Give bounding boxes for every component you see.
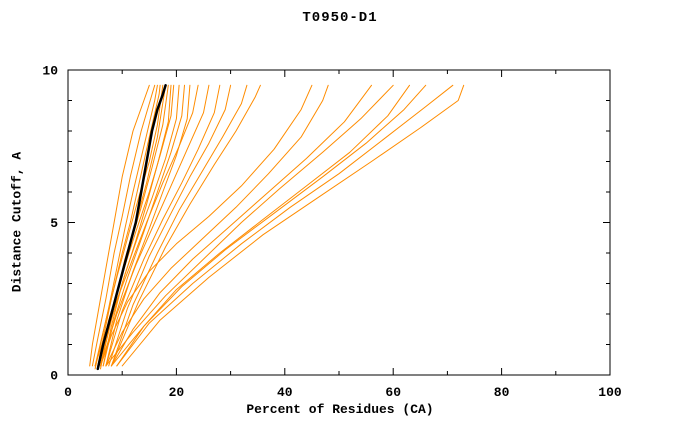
x-tick-label: 80 (494, 385, 510, 400)
x-tick-label: 60 (385, 385, 401, 400)
x-tick-label: 40 (277, 385, 293, 400)
model-curve (121, 84, 465, 367)
y-tick-label: 10 (42, 64, 58, 79)
model-curve (110, 84, 427, 367)
model-curve (91, 84, 156, 367)
model-curve (100, 84, 210, 367)
model-curve (110, 84, 248, 367)
reference-curve (96, 84, 167, 371)
model-curve (116, 84, 454, 367)
model-curve (105, 84, 221, 367)
model-curve (110, 84, 261, 367)
x-axis-label: Percent of Residues (CA) (246, 402, 434, 417)
x-tick-label: 20 (169, 385, 185, 400)
model-curve (97, 84, 161, 367)
model-curve (102, 84, 185, 367)
model-curve (94, 84, 164, 367)
model-curve (100, 84, 180, 367)
chart-title: T0950-D1 (302, 10, 378, 26)
model-curve (105, 84, 329, 367)
plot-frame (67, 69, 611, 376)
x-tick-label: 0 (64, 385, 72, 400)
model-curve (116, 84, 410, 367)
model-curve (89, 84, 150, 367)
x-tick-label: 100 (598, 385, 622, 400)
y-tick-label: 5 (50, 216, 58, 231)
model-curve (110, 84, 372, 367)
model-curve (105, 84, 191, 367)
model-curve (108, 84, 232, 367)
model-curve (100, 84, 313, 367)
model-curve (102, 84, 172, 367)
model-curve (105, 84, 394, 367)
y-tick-label: 0 (50, 369, 58, 384)
